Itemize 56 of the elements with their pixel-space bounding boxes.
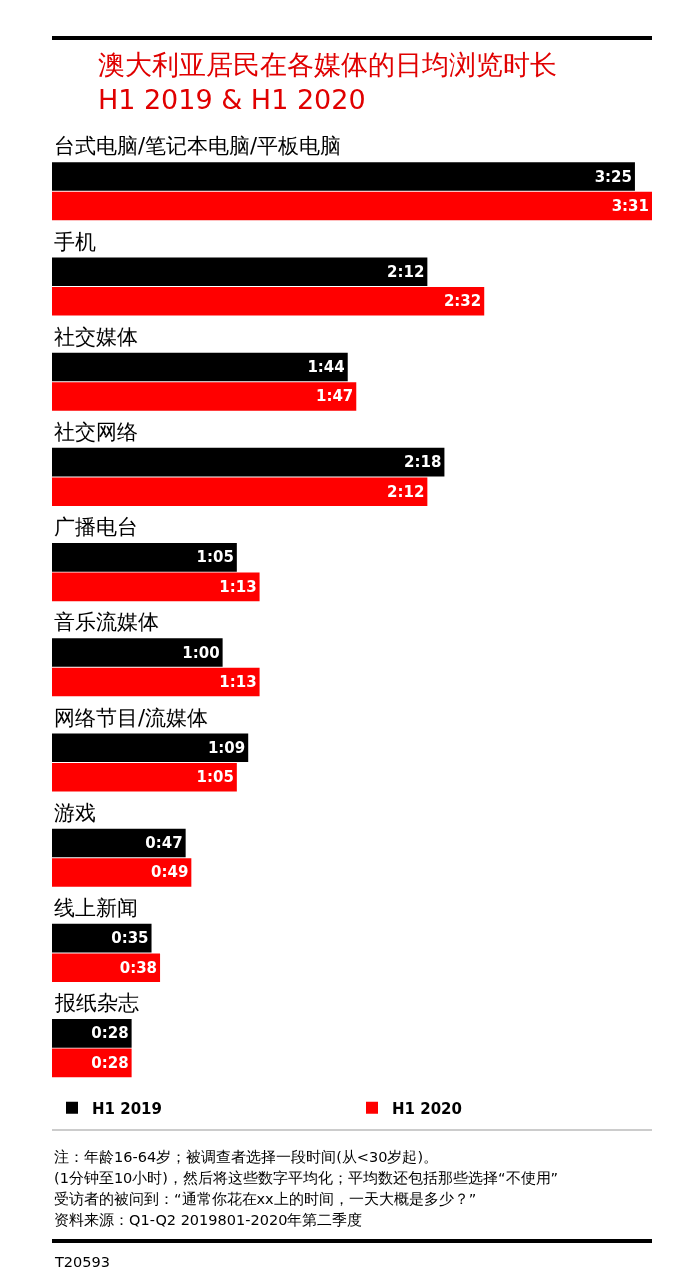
data-label: 1:05 [196,768,234,787]
bar [52,382,357,411]
bar [52,572,260,602]
bar [52,638,223,667]
data-label: 2:12 [387,482,425,501]
data-label: 1:13 [219,673,257,692]
y-tick-label: 游戏 [54,801,96,825]
bar [52,257,428,287]
bar [52,477,428,506]
bar [52,447,445,477]
data-label: 1:05 [196,548,234,567]
data-label: 0:49 [151,863,189,882]
data-label: 1:47 [315,387,354,406]
data-label: 2:32 [443,292,482,311]
data-label: 1:09 [207,738,246,757]
y-tick-label: 广播电台 [54,515,138,539]
y-tick-label: 社交网络 [54,420,138,444]
data-label: 1:00 [182,643,220,662]
bar [52,733,249,763]
text: 资料来源：Q1-Q2 2019801-2020年第二季度 [54,1212,363,1228]
data-label: 0:28 [91,1053,129,1072]
bar [52,828,186,858]
data-label: 0:47 [145,833,183,852]
bar [52,191,652,221]
legend-label: H1 2019 [92,1099,162,1118]
data-label: 1:44 [307,357,345,376]
bar [52,543,237,572]
data-label: 0:38 [119,958,158,977]
data-label: 1:13 [219,577,257,596]
y-tick-label: 社交媒体 [54,325,138,349]
data-label: 2:18 [404,453,442,472]
bar [52,953,161,982]
data-label: 3:25 [594,167,632,186]
data-label: 2:12 [387,262,425,281]
bar [52,762,237,792]
data-label: 3:31 [611,197,649,216]
y-tick-label: 台式电脑/笔记本电脑/平板电脑 [54,134,342,158]
text: 注：年龄16-64岁；被调查者选择一段时间(从<30岁起)。 [54,1149,439,1165]
data-label: 0:35 [111,929,149,948]
chart-subtitle: H1 2019 & H1 2020 [97,84,366,116]
y-tick-label: 线上新闻 [54,896,138,920]
chart-title: 澳大利亚居民在各媒体的日均浏览时长 [97,49,557,80]
y-tick-label: 报纸杂志 [54,991,139,1015]
text: T20593 [54,1254,110,1270]
y-tick-label: 网络节目/流媒体 [54,706,209,730]
text: (1分钟至10小时)，然后将这些数字平均化；平均数还包括那些选择“不使用” [54,1170,559,1186]
text: 受访者的被问到：“通常你花在xx上的时间，一天大概是多少？” [54,1191,477,1207]
data-label: 0:28 [91,1024,129,1043]
y-tick-label: 手机 [54,230,96,254]
legend-label: H1 2020 [392,1099,462,1118]
bar [52,352,348,382]
bar [52,162,635,191]
bar [52,667,260,697]
bar [52,286,485,316]
bar [52,858,192,887]
y-tick-label: 音乐流媒体 [54,610,159,634]
